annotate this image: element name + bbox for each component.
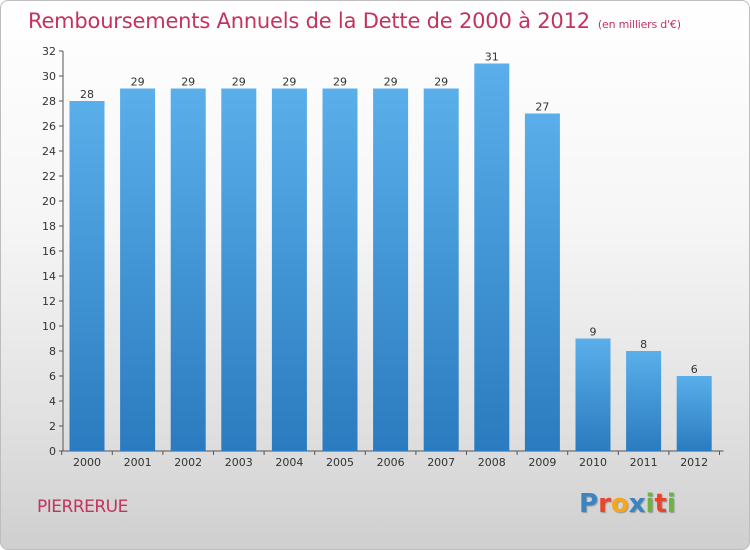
x-tick-label: 2002 [174,456,202,469]
proxiti-logo: Proxiti [579,489,676,519]
bar-value-label: 29 [282,76,296,89]
x-tick-label: 2003 [225,456,253,469]
y-tick-label: 8 [49,345,56,358]
bar-2003 [221,88,257,451]
bar-value-label: 29 [181,76,195,89]
bar-value-label: 29 [232,76,246,89]
bar-value-label: 8 [640,338,647,351]
y-tick-label: 4 [49,395,56,408]
logo-letter: P [579,489,599,519]
logo-letter: t [654,489,667,519]
y-tick-label: 18 [42,220,56,233]
y-tick-label: 14 [42,270,56,283]
y-tick-label: 6 [49,370,56,383]
y-tick-label: 10 [42,320,56,333]
logo-letter: o [610,489,629,519]
y-tick-label: 32 [42,45,56,58]
y-tick-label: 22 [42,170,56,183]
unit-label: (en milliers d'€) [597,18,681,31]
bar-value-label: 9 [590,326,597,339]
bar-2008 [474,63,510,451]
bar-2009 [524,113,560,451]
bar-2010 [575,338,611,451]
x-tick-label: 2001 [124,456,152,469]
bar-2006 [373,88,409,451]
bar-value-label: 29 [333,76,347,89]
x-tick-label: 2004 [275,456,303,469]
bar-2005 [322,88,358,451]
logo-letter: i [645,489,655,519]
y-tick-label: 12 [42,295,56,308]
chart-title-text: Remboursements Annuels de la Dette de 20… [28,9,590,33]
bar-value-label: 6 [691,363,698,376]
bar-2001 [120,88,156,451]
bar-value-label: 28 [80,88,94,101]
x-tick-label: 2011 [630,456,658,469]
x-tick-label: 2000 [73,456,101,469]
y-tick-label: 26 [42,120,56,133]
x-tick-label: 2007 [427,456,455,469]
bar-2007 [423,88,459,451]
bar-value-label: 27 [535,101,549,114]
bar-2012 [676,376,712,451]
bar-value-label: 29 [131,76,145,89]
chart-bars: 28 29 29 29 29 29 29 29 31 27 9 8 6 [69,51,712,451]
x-tick-label: 2008 [478,456,506,469]
x-tick-label: 2005 [326,456,354,469]
bar-2002 [170,88,206,451]
y-tick-label: 20 [42,195,56,208]
bar-value-label: 29 [384,76,398,89]
bar-value-label: 31 [485,51,499,64]
x-tick-label: 2009 [528,456,556,469]
bar-value-label: 29 [434,76,448,89]
logo-letter: i [666,489,676,519]
chart-title: Remboursements Annuels de la Dette de 20… [28,9,681,33]
logo-letter: r [598,489,611,519]
y-tick-label: 2 [49,420,56,433]
x-tick-label: 2012 [680,456,708,469]
y-tick-label: 30 [42,70,56,83]
x-tick-label: 2010 [579,456,607,469]
y-tick-label: 24 [42,145,56,158]
bar-2000 [69,101,105,451]
y-tick-label: 16 [42,245,56,258]
x-tick-label: 2006 [377,456,405,469]
bar-2004 [271,88,307,451]
commune-name: PIERRERUE [37,497,128,517]
logo-letter: x [628,489,646,519]
bar-2011 [626,351,662,451]
y-tick-label: 0 [49,445,56,458]
y-tick-label: 28 [42,95,56,108]
